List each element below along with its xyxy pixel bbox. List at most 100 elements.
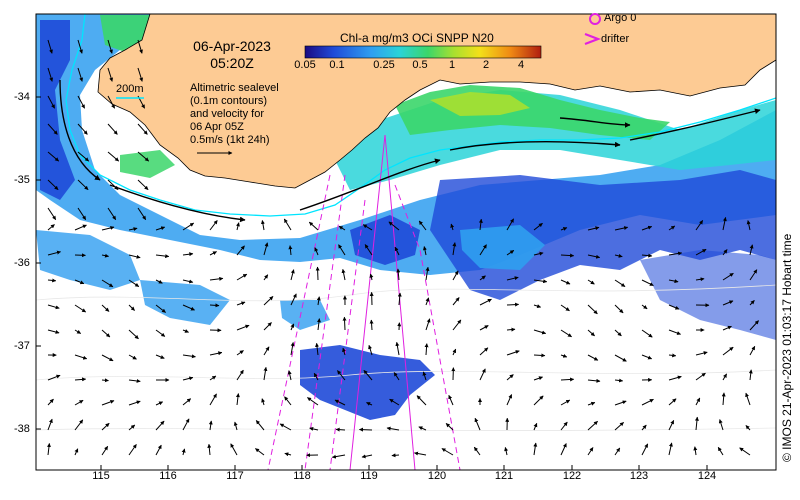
map-date: 06-Apr-2023 (193, 38, 271, 54)
velocity-arrow (668, 353, 677, 358)
velocity-arrow (369, 319, 374, 331)
velocity-arrow (342, 347, 346, 356)
velocity-arrow (386, 426, 400, 431)
velocity-arrow (182, 279, 194, 284)
velocity-arrow (533, 442, 538, 456)
velocity-arrow (209, 251, 217, 256)
velocity-arrow (137, 123, 148, 135)
velocity-arrow (263, 296, 274, 306)
velocity-arrow (506, 302, 520, 307)
velocity-arrow (182, 252, 194, 257)
velocity-arrow (533, 222, 543, 231)
velocity-arrow (316, 318, 321, 331)
velocity-arrow (418, 426, 427, 431)
velocity-arrow (128, 400, 141, 406)
velocity-arrow (233, 421, 238, 431)
velocity-arrow (368, 344, 373, 356)
velocity-arrow (587, 279, 595, 285)
velocity-arrow (74, 224, 87, 231)
velocity-arrow (369, 273, 374, 281)
velocity-arrow (181, 448, 186, 456)
sealevel-legend-line: Altimetric sealevel (190, 82, 279, 94)
velocity-arrow (128, 444, 137, 456)
velocity-arrow (361, 454, 373, 459)
argo-legend-icon (589, 13, 601, 25)
velocity-arrow (315, 266, 320, 281)
velocity-arrow (107, 95, 116, 109)
velocity-arrow (441, 448, 454, 456)
velocity-arrow (155, 226, 166, 231)
velocity-arrow (721, 392, 726, 406)
velocity-arrow (668, 442, 673, 456)
velocity-arrow (533, 353, 546, 358)
lon-label: 120 (427, 470, 447, 482)
velocity-arrow (422, 246, 427, 256)
sealevel-legend-line: and velocity for (190, 108, 264, 120)
lon-label: 121 (494, 470, 514, 482)
land-mass (97, 14, 776, 189)
velocity-arrow (182, 398, 192, 406)
velocity-arrow (74, 304, 87, 313)
velocity-arrow (506, 374, 514, 381)
velocity-arrow (236, 245, 245, 256)
velocity-arrow (128, 329, 139, 340)
velocity-arrow (290, 323, 295, 331)
lon-label: 123 (629, 470, 649, 482)
velocity-arrow (614, 279, 626, 288)
velocity-arrow (209, 393, 217, 406)
velocity-arrow (452, 348, 457, 356)
velocity-arrow (425, 318, 431, 331)
velocity-arrow (182, 304, 195, 311)
velocity-arrow (668, 398, 677, 406)
velocity-arrow (587, 254, 601, 259)
velocity-arrow (668, 329, 681, 335)
velocity-arrow (506, 350, 520, 356)
velocity-arrow (474, 417, 481, 431)
velocity-arrow (450, 223, 455, 231)
velocity-arrow (506, 249, 515, 256)
velocity-arrow (479, 347, 489, 356)
velocity-arrow (47, 398, 54, 406)
velocity-arrow (107, 67, 114, 82)
velocity-arrow (101, 399, 115, 406)
velocity-arrow (396, 268, 401, 281)
velocity-arrow (587, 329, 595, 337)
colorbar-tick: 0.05 (294, 59, 316, 71)
velocity-arrow (236, 222, 240, 231)
velocity-arrow (314, 247, 319, 256)
velocity-arrow (107, 123, 118, 135)
velocity-arrow (668, 279, 679, 284)
colorbar-tick: 1 (448, 59, 456, 71)
velocity-arrow (560, 399, 571, 406)
velocity-arrow (614, 354, 627, 362)
velocity-arrow (641, 329, 653, 338)
velocity-arrow (307, 397, 319, 406)
velocity-arrow (668, 251, 683, 256)
velocity-arrow (479, 275, 486, 281)
velocity-arrow (74, 399, 84, 406)
velocity-arrow (287, 370, 292, 381)
velocity-arrow (107, 39, 113, 54)
velocity-arrow (155, 254, 170, 259)
sealevel-legend-line: (0.1m contours) (190, 95, 268, 107)
velocity-arrow (614, 226, 629, 231)
velocity-arrow (236, 301, 246, 306)
lon-label: 116 (159, 470, 177, 482)
velocity-arrow (560, 227, 568, 231)
velocity-arrow (77, 123, 88, 135)
velocity-arrow (137, 207, 147, 221)
velocity-arrow (101, 226, 115, 231)
velocity-arrow (560, 304, 570, 312)
velocity-arrow (308, 221, 319, 231)
velocity-arrow (391, 453, 400, 458)
velocity-arrow (560, 443, 567, 456)
velocity-arrow (641, 398, 654, 406)
velocity-arrow (452, 319, 462, 331)
velocity-arrow (77, 179, 89, 191)
velocity-arrow (128, 378, 141, 383)
velocity-arrow (77, 151, 90, 162)
velocity-arrow (74, 448, 79, 456)
velocity-arrow (452, 242, 457, 256)
map-frame (35, 13, 777, 471)
